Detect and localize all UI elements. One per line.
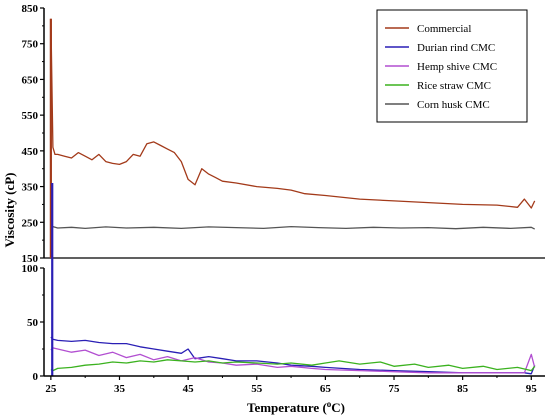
x-tick-label: 25 (45, 383, 57, 395)
y-upper-tick-label: 550 (22, 110, 39, 122)
y-upper-tick-label: 450 (22, 146, 39, 158)
y-upper-tick-label: 650 (22, 74, 39, 86)
y-axis-upper: 150 250 350 450 550 650 750 850 (22, 3, 45, 265)
y-upper-tick-label: 350 (22, 182, 39, 194)
upper-plot-panel (44, 18, 545, 259)
legend-label: Hemp shive CMC (417, 61, 497, 73)
series-line-durian-rind-cmc-lower (50, 336, 536, 375)
x-tick-label: 45 (183, 383, 195, 395)
y-lower-tick-label: 100 (22, 263, 39, 275)
x-axis-label-superscript: o (327, 399, 332, 409)
x-axis-label-text: Temperature ( (247, 400, 327, 415)
x-axis-label-unit: C) (331, 400, 345, 415)
x-axis: 25 35 45 55 65 75 85 95 (44, 375, 545, 395)
lower-plot-panel (50, 183, 536, 376)
x-axis-label: Temperature (oC) (247, 399, 345, 415)
y-upper-tick-label: 250 (22, 217, 39, 229)
x-tick-label: 85 (457, 383, 469, 395)
series-line-commercial-upper (50, 18, 536, 209)
legend-label: Rice straw CMC (417, 80, 491, 92)
series-line-hemp-shive-cmc-lower (50, 347, 536, 374)
x-tick-label: 55 (251, 383, 263, 395)
x-tick-label: 65 (320, 383, 332, 395)
y-upper-tick-label: 850 (22, 3, 39, 15)
y-lower-tick-label: 50 (27, 317, 39, 329)
x-tick-label: 35 (114, 383, 126, 395)
y-axis-label: Viscosity (cP) (2, 173, 17, 248)
y-lower-tick-label: 0 (33, 371, 39, 383)
y-upper-tick-label: 150 (22, 253, 39, 265)
y-axis-lower: 0 50 100 (22, 263, 45, 383)
legend-label: Corn husk CMC (417, 99, 490, 111)
x-tick-label: 75 (389, 383, 401, 395)
legend: Commercial Durian rind CMC Hemp shive CMC R… (376, 9, 528, 123)
x-tick-label: 95 (526, 383, 538, 395)
legend-label: Durian rind CMC (417, 42, 495, 54)
series-line-rice-straw-cmc-lower (50, 359, 536, 372)
series-line-corn-husk-cmc-upper (50, 225, 536, 231)
legend-label: Commercial (417, 23, 471, 35)
y-upper-tick-label: 750 (22, 39, 39, 51)
